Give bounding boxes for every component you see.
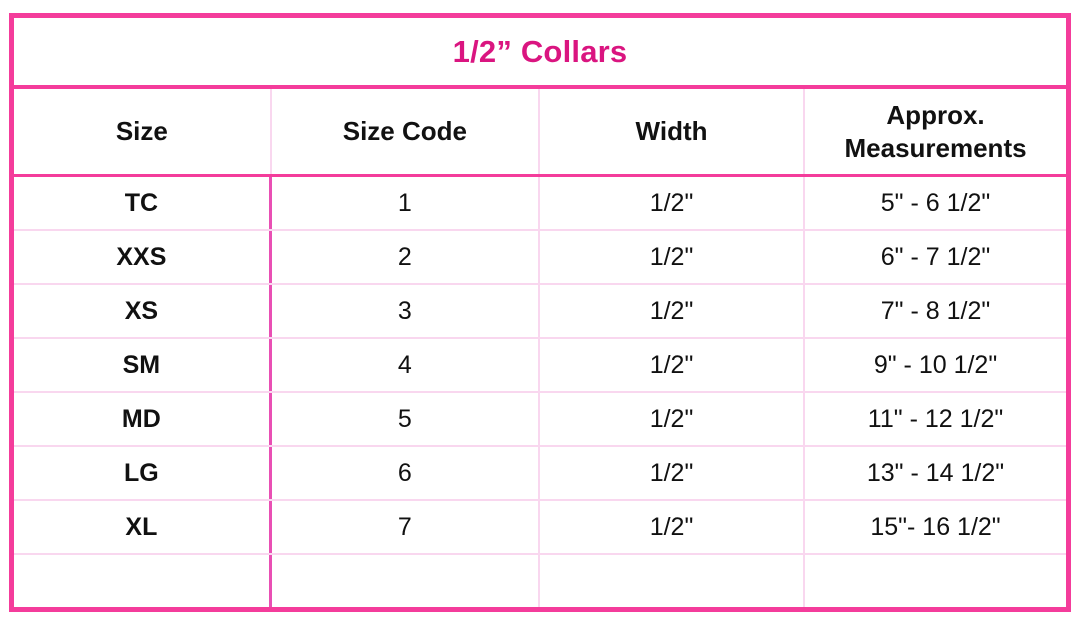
cell-size: MD bbox=[14, 393, 272, 445]
cell-width: 1/2" bbox=[540, 447, 806, 499]
cell-size-code: 1 bbox=[272, 177, 540, 229]
table-header-row: Size Size Code Width Approx. Measurement… bbox=[14, 89, 1066, 177]
cell-width: 1/2" bbox=[540, 231, 806, 283]
table-row: XL 7 1/2" 15"- 16 1/2" bbox=[14, 501, 1066, 555]
column-header-measurements: Approx. Measurements bbox=[844, 100, 1027, 163]
cell-size: XS bbox=[14, 285, 272, 337]
size-chart-table: 1/2” Collars Size Size Code Width Approx… bbox=[9, 13, 1071, 612]
cell-size-code: 4 bbox=[272, 339, 540, 391]
table-body: TC 1 1/2" 5" - 6 1/2" XXS 2 1/2" 6" - 7 … bbox=[14, 177, 1066, 607]
cell-size bbox=[14, 555, 272, 607]
table-row: XS 3 1/2" 7" - 8 1/2" bbox=[14, 285, 1066, 339]
column-header-size: Size bbox=[14, 89, 272, 174]
cell-measurements: 11" - 12 1/2" bbox=[867, 404, 1004, 433]
cell-width: 1/2" bbox=[540, 501, 806, 553]
cell-size-code: 7 bbox=[272, 501, 540, 553]
cell-size: XL bbox=[14, 501, 272, 553]
cell-width: 1/2" bbox=[540, 285, 806, 337]
table-title: 1/2” Collars bbox=[14, 18, 1066, 89]
cell-measurements: 6" - 7 1/2" bbox=[880, 242, 991, 271]
cell-width: 1/2" bbox=[540, 177, 806, 229]
cell-measurements: 15"- 16 1/2" bbox=[870, 512, 1001, 541]
cell-size: XXS bbox=[14, 231, 272, 283]
table-row: XXS 2 1/2" 6" - 7 1/2" bbox=[14, 231, 1066, 285]
table-row: SM 4 1/2" 9" - 10 1/2" bbox=[14, 339, 1066, 393]
cell-width: 1/2" bbox=[540, 393, 806, 445]
table-row-empty bbox=[14, 555, 1066, 607]
table-row: LG 6 1/2" 13" - 14 1/2" bbox=[14, 447, 1066, 501]
cell-measurements: 7" - 8 1/2" bbox=[880, 296, 991, 325]
cell-size-code: 2 bbox=[272, 231, 540, 283]
cell-size: SM bbox=[14, 339, 272, 391]
table-row: TC 1 1/2" 5" - 6 1/2" bbox=[14, 177, 1066, 231]
cell-size-code: 6 bbox=[272, 447, 540, 499]
cell-size-code: 5 bbox=[272, 393, 540, 445]
cell-measurements: 5" - 6 1/2" bbox=[880, 188, 991, 217]
column-header-size-code: Size Code bbox=[272, 89, 540, 174]
cell-size: TC bbox=[14, 177, 272, 229]
table-row: MD 5 1/2" 11" - 12 1/2" bbox=[14, 393, 1066, 447]
cell-measurements: 9" - 10 1/2" bbox=[873, 350, 998, 379]
cell-size-code bbox=[272, 555, 540, 607]
cell-measurements bbox=[805, 555, 1066, 607]
column-header-width: Width bbox=[540, 89, 806, 174]
cell-size-code: 3 bbox=[272, 285, 540, 337]
cell-width bbox=[540, 555, 806, 607]
cell-width: 1/2" bbox=[540, 339, 806, 391]
cell-size: LG bbox=[14, 447, 272, 499]
cell-measurements: 13" - 14 1/2" bbox=[866, 458, 1005, 487]
